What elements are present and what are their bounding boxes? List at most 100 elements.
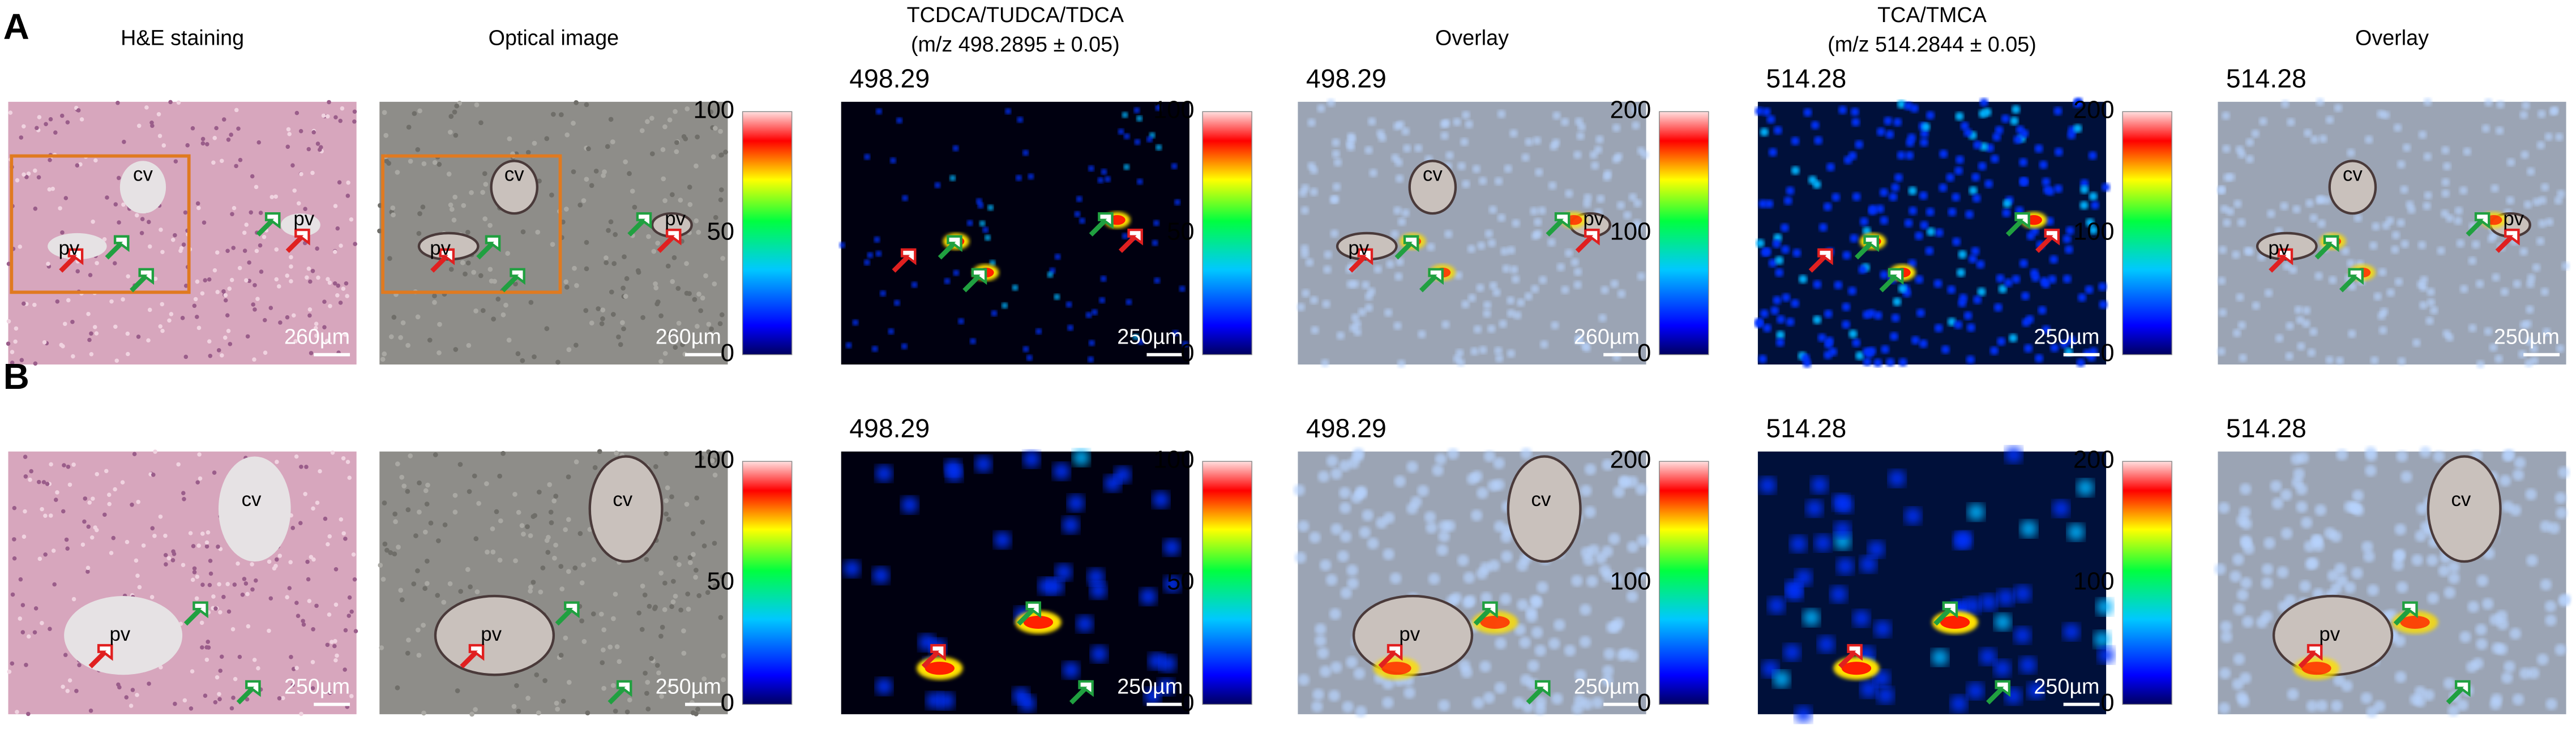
texture-dot xyxy=(709,458,715,464)
texture-dot xyxy=(1758,354,1767,363)
texture-dot xyxy=(1312,688,1324,701)
texture-dot xyxy=(1623,211,1632,220)
texture-dot xyxy=(2220,205,2229,213)
texture-dot xyxy=(934,182,941,188)
texture-dot xyxy=(198,476,203,481)
texture-dot xyxy=(314,333,319,338)
texture-dot xyxy=(33,606,38,611)
arrow xyxy=(607,680,632,705)
texture-dot xyxy=(2314,504,2327,516)
texture-dot xyxy=(306,577,311,582)
texture-dot xyxy=(970,338,976,345)
texture-dot xyxy=(104,469,109,473)
texture-dot xyxy=(2309,327,2318,336)
texture-dot xyxy=(1580,484,1592,497)
vessel xyxy=(2328,160,2377,215)
texture-dot xyxy=(89,352,94,357)
texture-dot xyxy=(2053,106,2062,115)
texture-dot xyxy=(698,308,704,314)
texture-dot xyxy=(528,299,534,305)
texture-dot xyxy=(525,696,530,701)
texture-dot xyxy=(1806,500,1823,517)
texture-dot xyxy=(1905,151,1914,160)
texture-dot xyxy=(2227,173,2236,182)
vessel-label: cv xyxy=(2451,488,2471,511)
texture-dot xyxy=(2080,185,2089,194)
texture-dot xyxy=(1324,250,1332,259)
texture-dot xyxy=(92,325,97,329)
texture-dot xyxy=(141,543,146,548)
texture-dot xyxy=(2233,603,2245,615)
texture-dot xyxy=(345,460,350,464)
texture-dot xyxy=(388,550,393,555)
texture-dot xyxy=(75,163,80,168)
texture-dot xyxy=(1984,179,1993,188)
texture-dot xyxy=(1076,196,1082,202)
texture-dot xyxy=(485,550,490,555)
texture-dot xyxy=(1880,270,1889,280)
texture-dot xyxy=(1336,331,1345,340)
texture-dot xyxy=(534,672,540,677)
texture-dot xyxy=(183,210,188,215)
texture-dot xyxy=(2348,329,2356,338)
texture-dot xyxy=(425,482,430,488)
texture-dot xyxy=(536,710,541,715)
texture-dot xyxy=(2218,186,2226,194)
texture-dot xyxy=(1323,265,1332,274)
texture-dot xyxy=(2305,199,2314,208)
texture-dot xyxy=(654,301,660,307)
texture-dot xyxy=(1834,533,1851,550)
texture-dot xyxy=(1320,359,1329,367)
texture-dot xyxy=(1489,281,1497,290)
texture-dot xyxy=(1310,187,1318,196)
texture-dot xyxy=(598,611,604,617)
texture-dot xyxy=(2324,527,2336,539)
texture-dot xyxy=(1775,338,1785,347)
texture-dot xyxy=(684,501,690,507)
texture-dot xyxy=(1880,216,1889,225)
texture-dot xyxy=(26,711,31,717)
texture-dot xyxy=(2218,502,2230,514)
texture-dot xyxy=(254,185,259,190)
texture-dot xyxy=(1919,191,1928,200)
texture-dot xyxy=(2491,693,2502,705)
texture-dot xyxy=(293,339,298,344)
texture-dot xyxy=(1339,487,1351,499)
texture-dot xyxy=(1152,239,1158,246)
texture-dot xyxy=(244,278,249,283)
texture-dot xyxy=(1393,206,1402,215)
texture-dot xyxy=(2528,667,2540,679)
texture-dot xyxy=(1476,568,1488,580)
texture-dot xyxy=(2088,151,2097,160)
texture-dot xyxy=(308,279,313,284)
texture-dot xyxy=(979,220,986,227)
texture-dot xyxy=(1501,550,1513,563)
texture-dot xyxy=(1089,340,1095,346)
texture-dot xyxy=(1863,357,1872,366)
texture-dot xyxy=(113,202,118,207)
texture-dot xyxy=(71,597,76,602)
texture-dot xyxy=(85,565,91,571)
texture-dot xyxy=(623,294,628,299)
texture-dot xyxy=(1790,535,1807,552)
texture-dot xyxy=(2023,344,2033,353)
texture-dot xyxy=(391,315,397,320)
texture-dot xyxy=(1126,299,1132,305)
texture-dot xyxy=(113,324,118,329)
texture-dot xyxy=(1897,100,1906,109)
texture-dot xyxy=(2236,514,2248,526)
texture-dot xyxy=(489,278,494,284)
texture-dot xyxy=(226,138,231,142)
texture-dot xyxy=(607,644,613,650)
texture-dot xyxy=(1760,127,1769,136)
texture-dot xyxy=(200,645,204,650)
texture-dot xyxy=(249,210,254,215)
texture-dot xyxy=(1908,259,1917,268)
texture-dot xyxy=(160,328,165,333)
texture-dot xyxy=(2080,179,2089,188)
texture-dot xyxy=(599,321,605,327)
texture-dot xyxy=(228,342,233,346)
texture-dot xyxy=(1818,223,1828,232)
texture-dot xyxy=(234,108,239,113)
texture-dot xyxy=(938,692,955,709)
